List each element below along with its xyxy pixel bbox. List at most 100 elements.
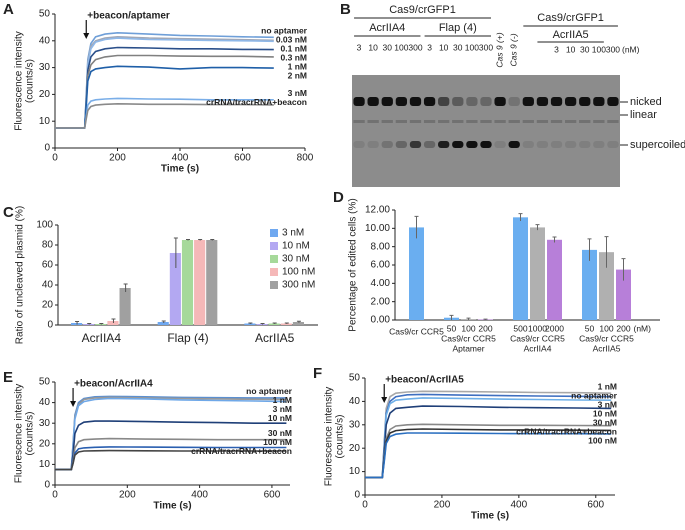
y-axis-label: (counts/s)	[25, 412, 36, 456]
series-label: 0.1 nM	[281, 44, 307, 54]
lane-label: 10	[368, 42, 378, 52]
x-tick-label: 0	[52, 490, 58, 501]
legend-label: 3 nM	[282, 228, 304, 239]
lane-label: 30	[580, 44, 590, 54]
lane-label: 3	[427, 42, 432, 52]
y-tick-label: 4.00	[371, 278, 391, 289]
legend-swatch	[270, 229, 278, 237]
y-tick-label: 20	[39, 89, 51, 100]
series-line	[55, 449, 287, 471]
bar	[513, 217, 528, 320]
lane-label: 30	[453, 42, 463, 52]
series-label: no aptamer	[261, 26, 308, 36]
arrowhead	[381, 397, 388, 403]
error-bar	[87, 323, 92, 325]
gel-band	[353, 141, 365, 148]
gel-band	[564, 141, 577, 148]
series-label: crRNA/tracrRNA+beacon	[516, 426, 617, 436]
y-tick-label: 0	[44, 143, 50, 154]
bar	[547, 239, 562, 320]
annotation: +beacon/AcrIIA5	[385, 375, 464, 386]
gel-group: AcrIIA5	[553, 29, 589, 41]
gel-band	[508, 120, 520, 123]
y-tick-label: 10	[39, 459, 51, 470]
bar	[599, 252, 614, 320]
y-tick-label: 40	[349, 396, 361, 407]
y-tick-label: 20	[42, 300, 54, 311]
bar	[292, 322, 304, 325]
gel-band	[395, 97, 408, 106]
y-tick-label: 100	[36, 220, 53, 231]
band-label: nicked	[630, 96, 662, 108]
panel-label: E	[3, 369, 13, 386]
series-line	[55, 420, 287, 471]
group-sublabel: AcrIIA5	[593, 343, 621, 353]
gel-band	[480, 120, 492, 123]
lane-label: 300	[606, 44, 620, 54]
series-line	[365, 405, 612, 479]
y-tick-label: 50	[39, 9, 51, 20]
gel-band	[564, 97, 577, 106]
series-label: no aptamer	[246, 386, 293, 396]
y-tick-label: 40	[39, 35, 51, 46]
gel-band	[381, 120, 393, 123]
series-label: 1 nM	[273, 395, 292, 405]
gel-band	[409, 120, 422, 123]
series-line	[365, 397, 612, 479]
gel-band	[494, 141, 506, 148]
lane-label: 100	[592, 44, 606, 54]
gel-band	[438, 120, 450, 123]
gel-band	[466, 120, 478, 123]
y-tick-label: 2.00	[371, 296, 391, 307]
panel-label: C	[3, 204, 14, 221]
gel-band	[480, 97, 492, 106]
x-tick-label: 200	[478, 323, 492, 333]
gel-band	[438, 141, 450, 148]
gel-band	[423, 120, 436, 123]
x-tick-label: 400	[511, 500, 528, 511]
y-tick-label: 30	[349, 419, 361, 430]
x-tick-label: 50	[447, 323, 457, 333]
bar	[280, 323, 292, 325]
band-label: supercoiled	[630, 139, 685, 151]
panel-label: A	[3, 1, 14, 18]
gel-band	[353, 97, 365, 106]
group-sublabel: AcrIIA4	[524, 343, 552, 353]
y-tick-label: 20	[39, 438, 51, 449]
gel-band	[579, 141, 591, 148]
x-tick-label: Flap (4)	[167, 331, 208, 345]
x-tick-label: 0	[362, 500, 368, 511]
bar	[244, 323, 256, 325]
x-tick-label: 100	[599, 323, 613, 333]
series-label: 10 nM	[268, 413, 292, 423]
series-label: 10 nM	[593, 408, 617, 418]
annotation: +beacon/aptamer	[87, 11, 170, 22]
lane-label: 100	[465, 42, 479, 52]
series-label: 100 nM	[263, 437, 292, 447]
error-bar	[604, 236, 609, 268]
y-tick-label: 20	[349, 443, 361, 454]
error-bar	[272, 322, 277, 324]
y-tick-label: 30	[39, 62, 51, 73]
gel-band	[522, 141, 534, 148]
gel-band	[550, 120, 563, 123]
y-tick-label: 40	[42, 280, 54, 291]
error-bar	[621, 258, 626, 281]
legend-label: 10 nM	[282, 241, 310, 252]
error-bar	[99, 323, 104, 325]
y-tick-label: 6.00	[371, 260, 391, 271]
gel-band	[522, 97, 534, 106]
error-bar	[414, 215, 419, 239]
error-bar	[248, 322, 253, 324]
gel-band	[409, 97, 422, 106]
series-label: 3 nM	[273, 404, 292, 414]
lane-label: Cas 9 (-)	[508, 33, 518, 66]
gel-band	[564, 120, 577, 123]
lane-label: 10	[566, 44, 576, 54]
y-tick-label: 50	[349, 373, 361, 384]
error-bar	[198, 239, 203, 241]
y-axis-label: (counts/s)	[335, 415, 346, 459]
error-bar	[186, 239, 190, 241]
unit-label: (nM)	[634, 323, 652, 333]
gel-band	[508, 141, 520, 148]
